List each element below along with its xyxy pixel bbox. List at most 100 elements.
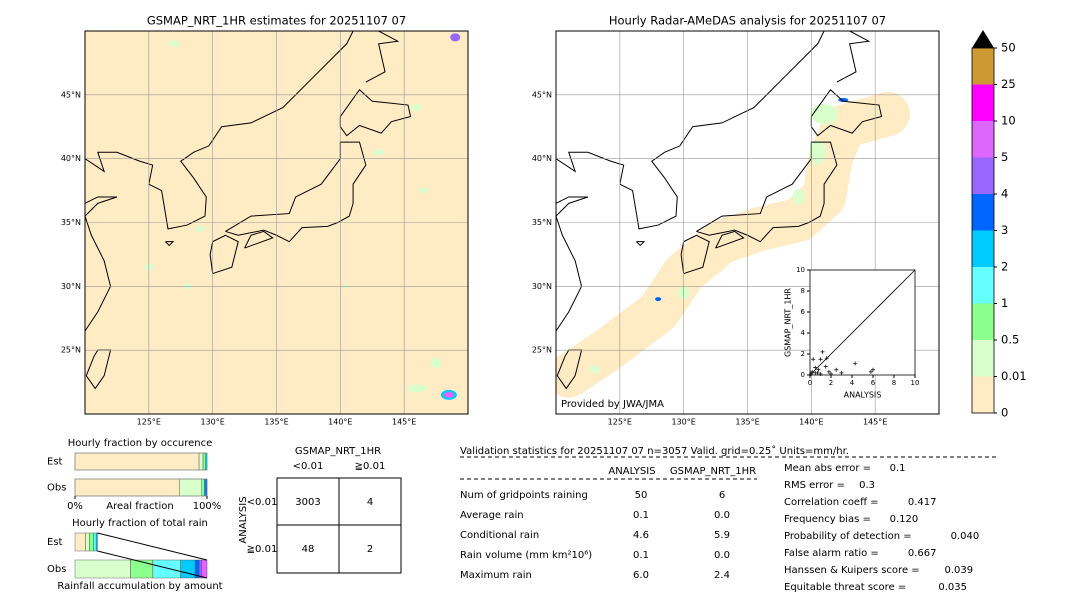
x-tick-label: 100% [193, 501, 222, 512]
scatter-point [820, 349, 825, 354]
row-label: Maximum rain [460, 570, 532, 581]
coastline [836, 31, 871, 83]
table-cell: 3003 [295, 497, 320, 508]
bar-frame [74, 478, 208, 497]
scatter-point [813, 365, 818, 370]
bar-segment [95, 532, 98, 552]
x-tick-label: 0% [67, 501, 83, 512]
score-value: 0.035 [938, 582, 967, 593]
coastline [696, 141, 838, 243]
colorbar-label: 0.5 [1001, 333, 1019, 347]
diagonal [809, 269, 916, 376]
rain-area [411, 103, 422, 112]
lon-label: 135°E [264, 418, 288, 427]
colorbar-label: 3 [1001, 223, 1008, 237]
coastline [636, 241, 646, 247]
colorbar-label: 0.01 [1001, 369, 1027, 383]
row-label: Num of gridpoints raining [460, 490, 588, 501]
scatter-point [826, 369, 831, 374]
score-label: Equitable threat score = [784, 582, 906, 593]
lon-label: 145°E [392, 418, 416, 427]
lat-label: 30°N [532, 282, 552, 291]
category-label: Est [47, 457, 63, 468]
bar-segment [198, 559, 202, 579]
rain-area [406, 384, 427, 393]
y-tick-label: 0 [801, 371, 805, 379]
score-label: Mean abs error = [784, 463, 871, 474]
y-tick-label: 4 [801, 329, 806, 337]
y-tick-label: 2 [801, 350, 805, 358]
colorbar-segment [972, 157, 994, 194]
map-title: Hourly Radar-AMeDAS analysis for 2025110… [609, 14, 886, 28]
lat-label: 35°N [61, 218, 81, 227]
coastline [85, 196, 118, 332]
score-label: Hanssen & Kuipers score = [784, 565, 920, 576]
lon-label: 140°E [328, 418, 352, 427]
map-area [85, 31, 468, 414]
scatter-point [829, 371, 833, 376]
colorbar-label: 0 [1001, 406, 1008, 420]
score-value: 0.417 [908, 497, 937, 508]
lon-label: 135°E [735, 418, 759, 427]
colorbar-label: 10 [1001, 114, 1016, 128]
rain-area [194, 225, 205, 232]
score-value: 0.667 [908, 548, 937, 559]
scatter-point [815, 370, 820, 375]
y-tick-label: 6 [801, 308, 806, 316]
lon-label: 130°E [201, 418, 225, 427]
map-frame [555, 30, 940, 415]
table-cell: 4 [367, 497, 373, 508]
table-cell: 2 [367, 544, 373, 555]
x-tick-label: 2 [829, 379, 833, 387]
colorbar-label: 2 [1001, 260, 1008, 274]
rain-area [419, 187, 428, 194]
rain-area [792, 188, 805, 205]
rain-area [430, 357, 443, 368]
coastline [680, 234, 710, 275]
coastline [244, 230, 274, 249]
y-axis-label: GSMAP_NRT_1HR [784, 288, 793, 357]
rain-area [443, 391, 454, 398]
colorbar-segment [972, 194, 994, 231]
rain-area [372, 149, 385, 156]
colorbar-extend [972, 30, 994, 48]
colorbar-segment [972, 340, 994, 377]
x-tick-label: 0 [808, 379, 812, 387]
lon-label: 125°E [608, 418, 632, 427]
scatter-point [818, 357, 823, 362]
connector [97, 550, 208, 579]
bar-segment [74, 532, 86, 552]
score-label: False alarm ratio = [784, 548, 879, 559]
colorbar-segment [972, 84, 994, 121]
category-label: Obs [47, 483, 66, 494]
x-tick-label: 10 [911, 379, 920, 387]
col-header: GSMAP_NRT_1HR [670, 466, 756, 477]
coastline [339, 88, 412, 137]
x-axis-label: Areal fraction [106, 501, 173, 512]
bar-segment [201, 478, 205, 497]
scatter-point [818, 371, 823, 376]
row-value: 2.4 [714, 570, 730, 581]
scatter-point [834, 367, 839, 372]
row-value: 5.9 [714, 530, 730, 541]
lon-label: 145°E [863, 418, 887, 427]
score-value: 0.120 [890, 514, 919, 525]
lat-label: 30°N [61, 282, 81, 291]
chart-title: Hourly fraction by occurence [68, 438, 212, 449]
colorbar-segment [972, 121, 994, 158]
scatter-point [809, 371, 814, 376]
bar-segment [180, 559, 196, 579]
row-header: ≧0.01 [247, 544, 278, 555]
scatter-point [823, 364, 828, 369]
lat-label: 25°N [532, 346, 552, 355]
colorbar-segment [972, 48, 994, 85]
score-label: Frequency bias = [784, 514, 871, 525]
score-label: RMS error = [784, 480, 845, 491]
scatter-point [816, 367, 821, 372]
rain-buffer [556, 91, 910, 398]
scatter-point [824, 356, 829, 361]
coastline [209, 234, 239, 275]
row-value: 6.0 [633, 570, 649, 581]
lat-label: 45°N [61, 90, 81, 99]
